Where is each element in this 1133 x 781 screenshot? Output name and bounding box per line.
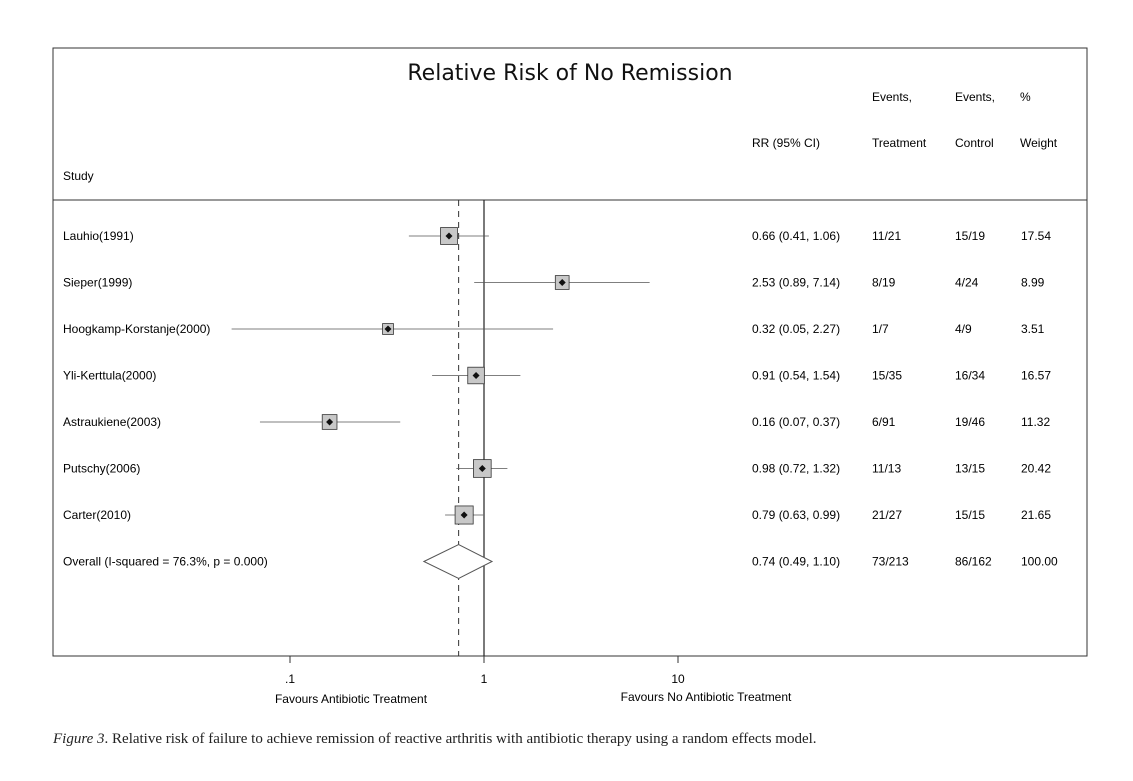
rr-ci-value: 0.98 (0.72, 1.32) [752, 462, 840, 476]
point-estimate-marker [460, 511, 468, 519]
weight-percent: 17.54 [1021, 229, 1051, 243]
rr-ci-value: 0.79 (0.63, 0.99) [752, 508, 840, 522]
header-weight-line2: Weight [1020, 136, 1058, 150]
study-row: Sieper(1999) 2.53 (0.89, 7.14) 8/19 4/24 8.9… [63, 275, 1045, 290]
events-treatment: 6/91 [872, 415, 896, 429]
xlabel-left: Favours Antibiotic Treatment [275, 692, 428, 706]
header-events-treatment-line1: Events, [872, 90, 912, 104]
events-control: 16/34 [955, 369, 985, 383]
figure-caption: Figure 3. Relative risk of failure to ac… [53, 731, 817, 748]
x-tick-label: 1 [481, 672, 488, 686]
study-name: Carter(2010) [63, 508, 131, 522]
header-study: Study [63, 169, 94, 183]
header-events-control-line1: Events, [955, 90, 995, 104]
events-treatment: 15/35 [872, 369, 902, 383]
events-treatment: 11/13 [872, 462, 901, 476]
weight-percent: 21.65 [1021, 508, 1051, 522]
study-name: Sieper(1999) [63, 276, 132, 290]
overall-row: Overall (I-squared = 76.3%, p = 0.000) 0.… [63, 543, 1058, 580]
events-treatment: 11/21 [872, 229, 901, 243]
study-row: Lauhio(1991) 0.66 (0.41, 1.06) 11/21 15/19 1… [63, 227, 1051, 245]
weight-percent: 3.51 [1021, 322, 1045, 336]
study-row: Carter(2010) 0.79 (0.63, 0.99) 21/27 15/15 2… [63, 505, 1051, 525]
events-control: 15/19 [955, 229, 985, 243]
study-row: Astraukiene(2003) 0.16 (0.07, 0.37) 6/91 19… [63, 414, 1050, 430]
study-row: Hoogkamp-Korstanje(2000) 0.32 (0.05, 2.27… [63, 322, 1045, 336]
study-row: Yli-Kerttula(2000) 0.91 (0.54, 1.54) 15/35… [63, 366, 1051, 385]
x-tick-label: 10 [671, 672, 685, 686]
weight-percent: 11.32 [1021, 415, 1050, 429]
weight-percent: 20.42 [1021, 462, 1051, 476]
rr-ci-value: 0.16 (0.07, 0.37) [752, 415, 840, 429]
overall-events-treatment: 73/213 [872, 555, 909, 569]
weight-percent: 8.99 [1021, 276, 1045, 290]
point-estimate-marker [445, 232, 453, 240]
header-rr: RR (95% CI) [752, 136, 820, 150]
events-control: 4/24 [955, 276, 979, 290]
point-estimate-marker [478, 465, 486, 472]
overall-name: Overall (I-squared = 76.3%, p = 0.000) [63, 555, 268, 569]
point-estimate-marker [384, 325, 392, 333]
point-estimate-marker [558, 279, 566, 286]
plot-frame [52, 47, 1088, 657]
study-name: Putschy(2006) [63, 462, 140, 476]
overall-diamond [422, 543, 494, 580]
study-name: Yli-Kerttula(2000) [63, 369, 156, 383]
chart-title: Relative Risk of No Remission [407, 61, 732, 86]
rr-ci-value: 2.53 (0.89, 7.14) [752, 276, 840, 290]
header-events-treatment-line2: Treatment [872, 136, 927, 150]
study-name: Lauhio(1991) [63, 229, 134, 243]
point-estimate-marker [472, 372, 480, 379]
events-control: 15/15 [955, 508, 985, 522]
rr-ci-value: 0.66 (0.41, 1.06) [752, 229, 840, 243]
xlabel-right: Favours No Antibiotic Treatment [621, 690, 792, 704]
x-tick-label: .1 [285, 672, 295, 686]
weight-percent: 16.57 [1021, 369, 1051, 383]
events-treatment: 8/19 [872, 276, 896, 290]
overall-weight-percent: 100.00 [1021, 555, 1058, 569]
overall-rr-ci-value: 0.74 (0.49, 1.10) [752, 555, 840, 569]
study-name: Hoogkamp-Korstanje(2000) [63, 322, 210, 336]
events-control: 4/9 [955, 322, 972, 336]
study-row: Putschy(2006) 0.98 (0.72, 1.32) 11/13 13/15… [63, 459, 1051, 478]
caption-label: Figure 3 [53, 731, 105, 747]
events-control: 19/46 [955, 415, 985, 429]
events-treatment: 1/7 [872, 322, 889, 336]
point-estimate-marker [326, 418, 334, 426]
header-weight-line1: % [1020, 90, 1031, 104]
study-name: Astraukiene(2003) [63, 415, 161, 429]
events-treatment: 21/27 [872, 508, 902, 522]
overall-events-control: 86/162 [955, 555, 992, 569]
header-events-control-line2: Control [955, 136, 994, 150]
rr-ci-value: 0.32 (0.05, 2.27) [752, 322, 840, 336]
events-control: 13/15 [955, 462, 985, 476]
caption-text: . Relative risk of failure to achieve re… [104, 731, 817, 747]
rr-ci-value: 0.91 (0.54, 1.54) [752, 369, 840, 383]
